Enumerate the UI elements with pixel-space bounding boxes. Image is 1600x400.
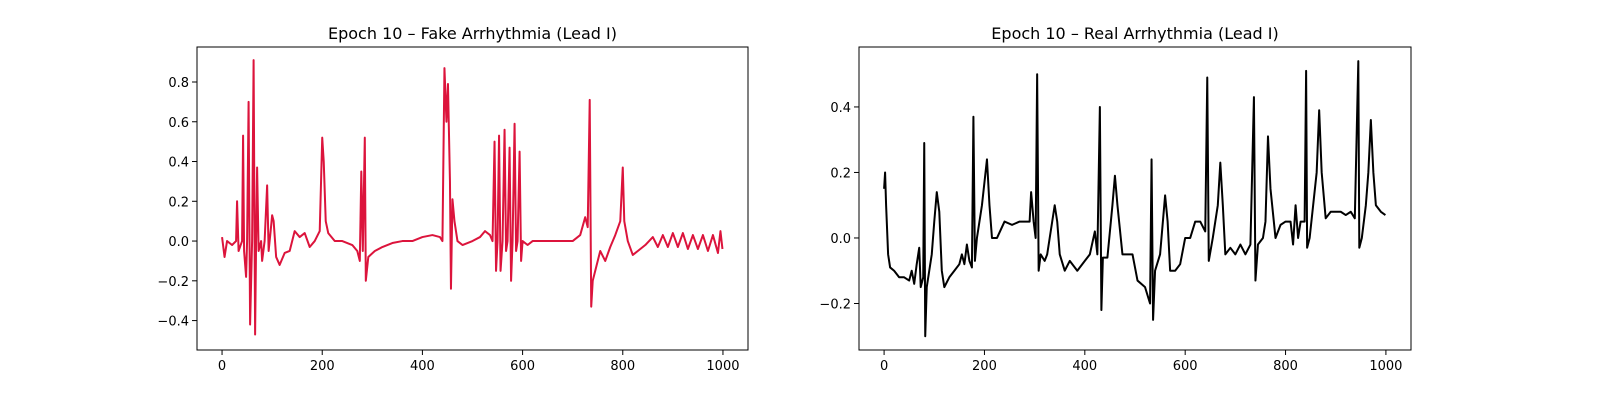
line-series <box>221 59 724 336</box>
y-tick-label: 0.0 <box>830 232 851 247</box>
x-tick-label: 1000 <box>1369 359 1402 374</box>
y-tick-label: 0.0 <box>168 235 189 250</box>
x-tick-label: 600 <box>1173 359 1198 374</box>
x-tick-label: 400 <box>410 359 435 374</box>
x-tick-label: 1000 <box>706 359 739 374</box>
y-tick-label: 0.2 <box>830 166 851 181</box>
y-tick-label: 0.6 <box>168 116 189 131</box>
x-tick-label: 400 <box>1072 359 1097 374</box>
x-tick-label: 200 <box>310 359 335 374</box>
y-tick-label: 0.4 <box>830 101 851 116</box>
x-tick-label: 0 <box>880 359 888 374</box>
x-tick-label: 200 <box>972 359 997 374</box>
y-tick-label: 0.8 <box>168 76 189 91</box>
y-tick-label: −0.2 <box>819 297 851 312</box>
chart-title: Epoch 10 – Real Arrhythmia (Lead I) <box>991 24 1278 43</box>
y-tick-label: 0.2 <box>168 195 189 210</box>
x-tick-label: 0 <box>218 359 226 374</box>
axes-frame <box>196 46 749 351</box>
x-tick-label: 600 <box>510 359 535 374</box>
y-tick-label: 0.4 <box>168 156 189 171</box>
line-series <box>883 60 1386 338</box>
x-tick-label: 800 <box>1273 359 1298 374</box>
y-tick-label: −0.2 <box>157 275 189 290</box>
chart-title: Epoch 10 – Fake Arrhythmia (Lead I) <box>328 24 617 43</box>
y-tick-label: −0.4 <box>157 315 189 330</box>
axes-frame <box>858 46 1412 351</box>
x-tick-label: 800 <box>610 359 635 374</box>
